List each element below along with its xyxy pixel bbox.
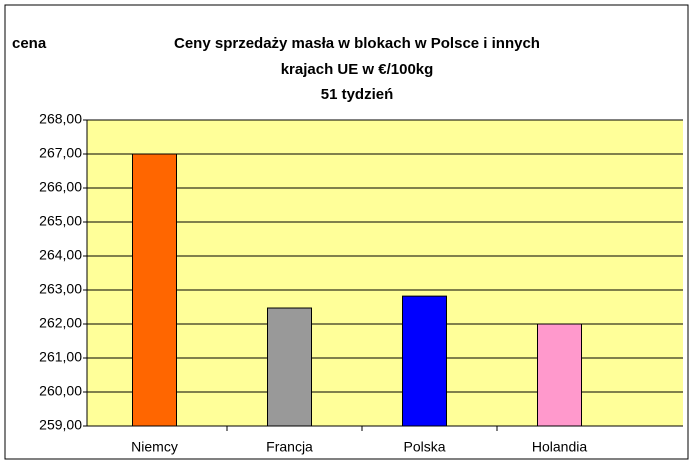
bar [132,153,177,427]
y-tick-label: 260,00 [39,383,82,399]
y-tick-label: 259,00 [39,417,82,433]
x-tick-label: Niemcy [131,439,178,455]
y-axis-label: cena [12,35,47,52]
chart-title: 51 tydzień [321,86,394,103]
chart-title: krajach UE w €/100kg [281,61,434,78]
y-tick-label: 267,00 [39,145,82,161]
y-tick-label: 262,00 [39,315,82,331]
x-tick-label: Polska [403,439,445,455]
bar [267,307,312,427]
y-tick-label: 263,00 [39,281,82,297]
bar [402,295,447,427]
y-tick-label: 268,00 [39,111,82,127]
bar [537,323,582,427]
y-tick-label: 261,00 [39,349,82,365]
x-tick-label: Francja [266,439,313,455]
y-tick-label: 264,00 [39,247,82,263]
y-tick-label: 265,00 [39,213,82,229]
y-tick-label: 266,00 [39,179,82,195]
plot-area [87,120,683,426]
chart-title: Ceny sprzedaży masła w blokach w Polsce … [174,35,540,52]
x-tick-label: Holandia [532,439,587,455]
